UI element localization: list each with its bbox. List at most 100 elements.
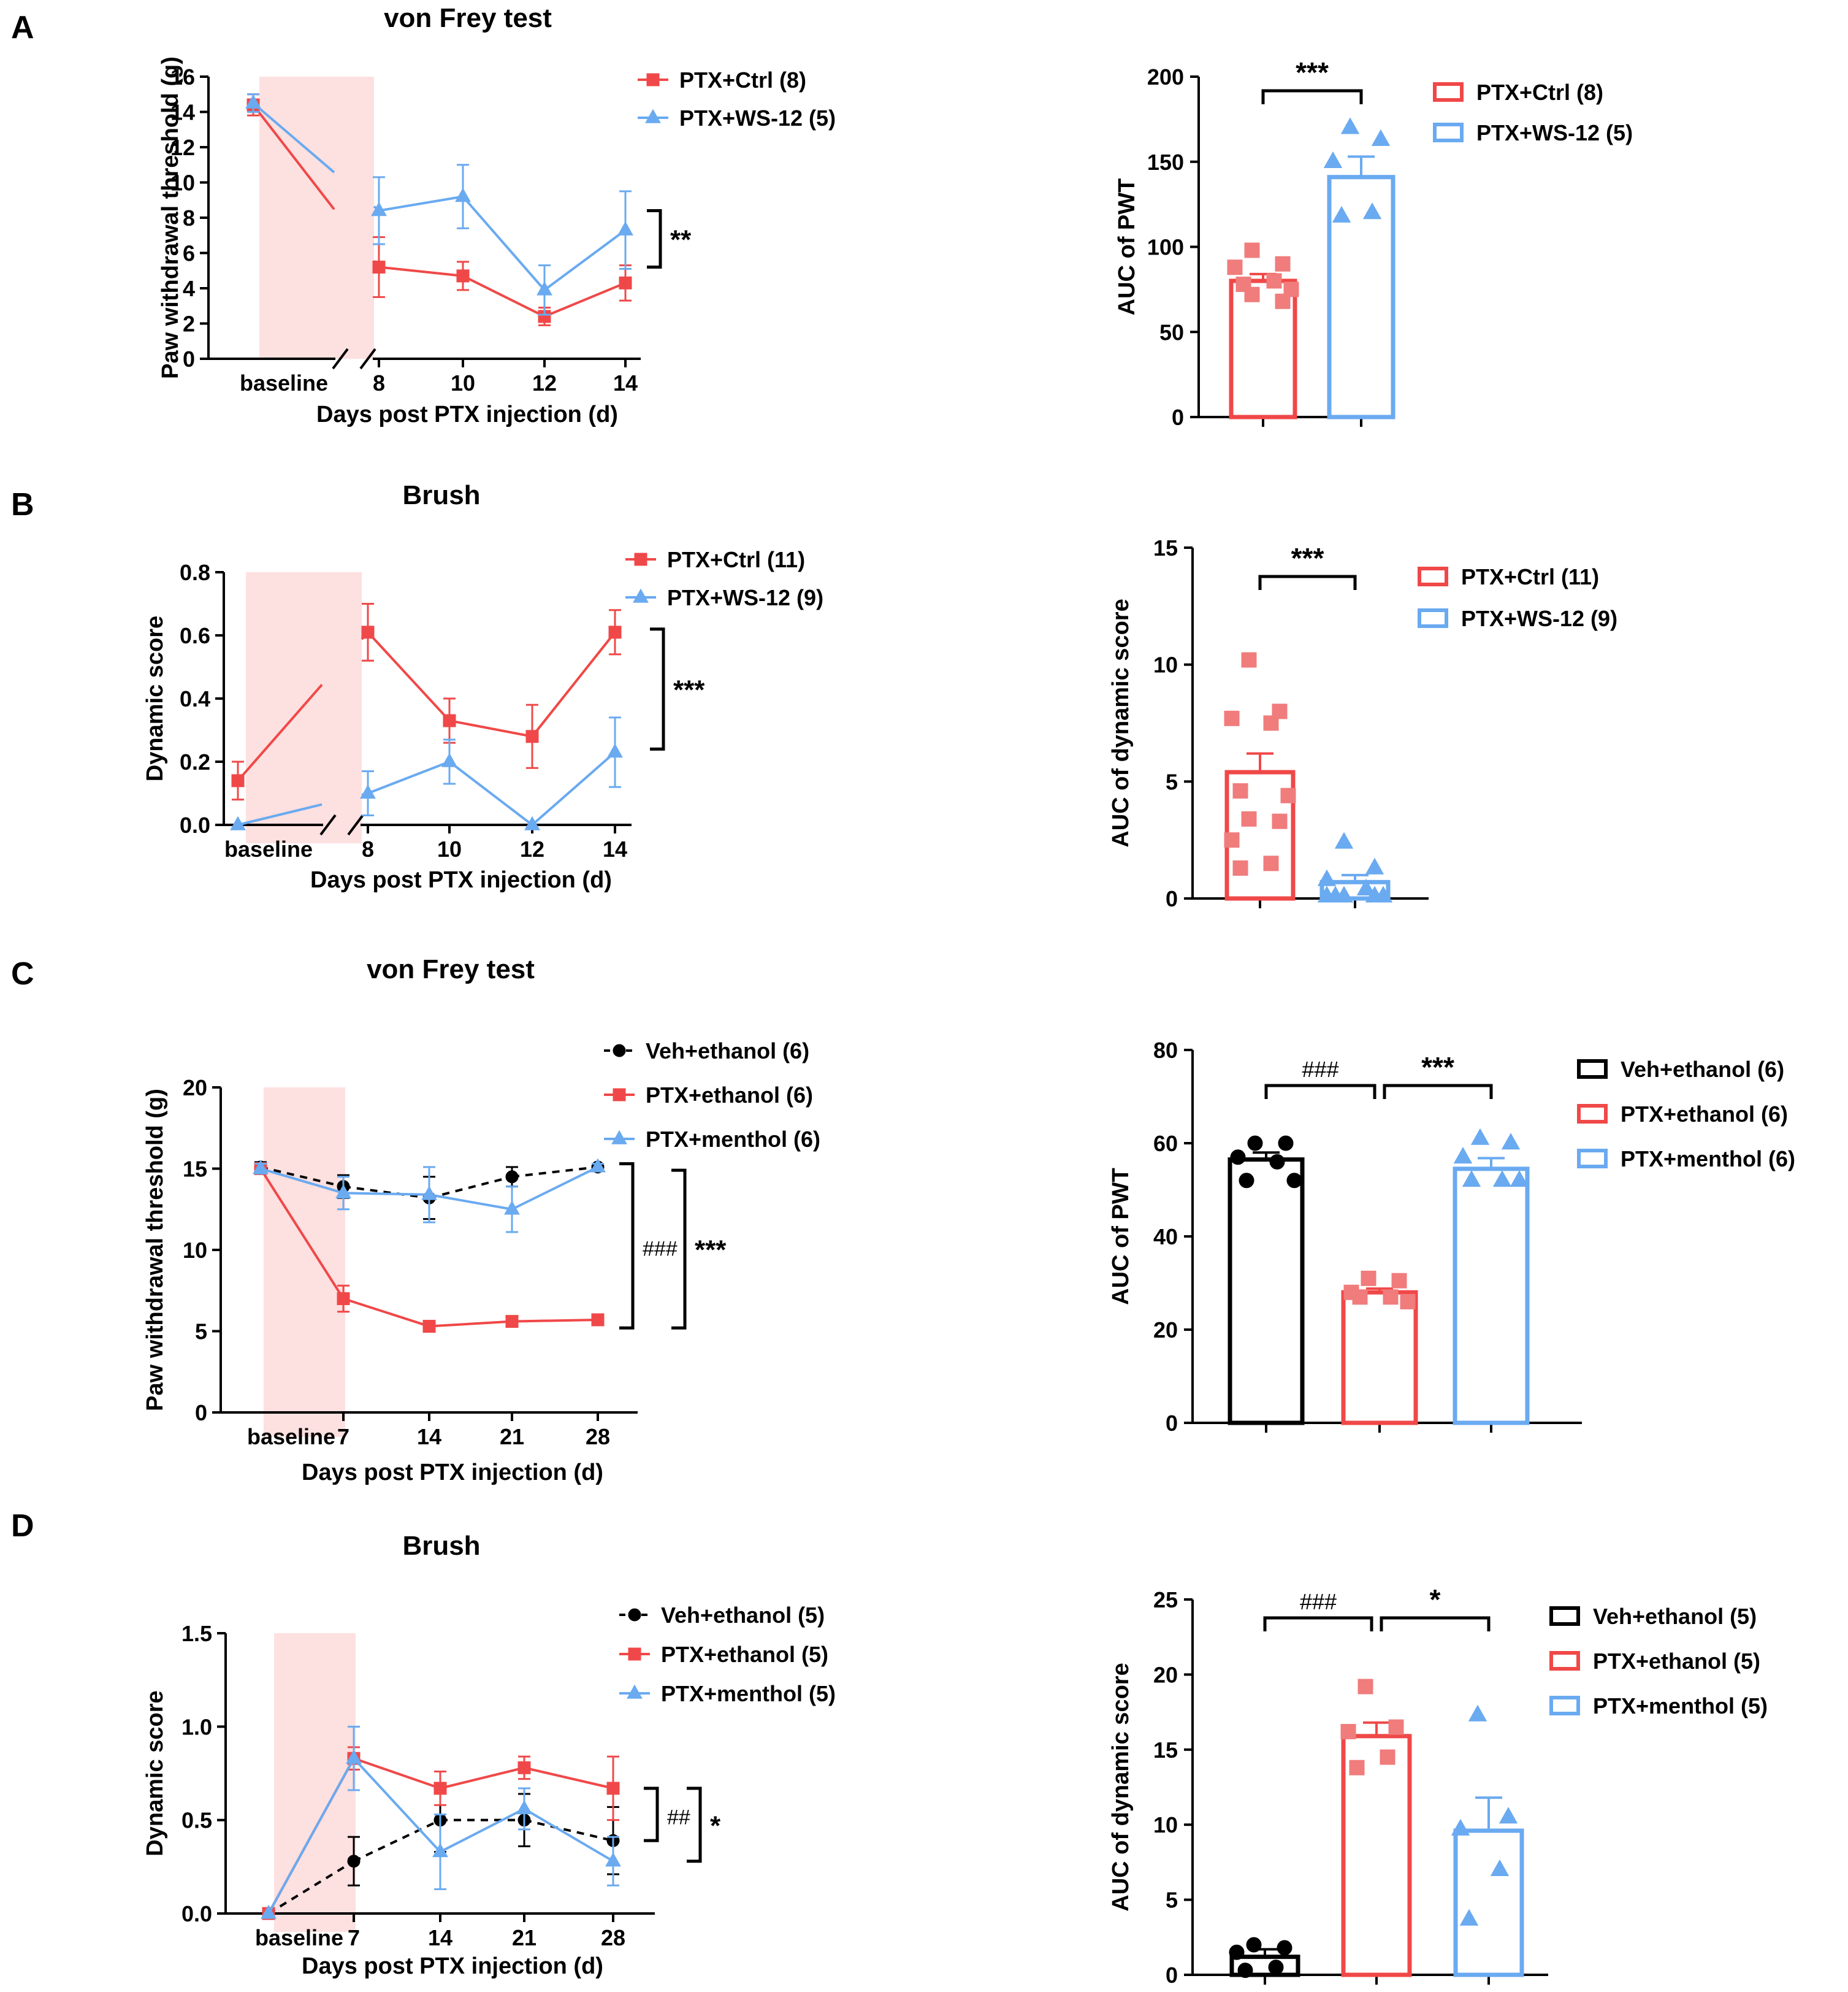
legend-swatch <box>1577 1149 1608 1168</box>
treatment-shade <box>264 1087 345 1437</box>
individual-point <box>1357 1679 1373 1695</box>
individual-point <box>1241 652 1257 668</box>
individual-point <box>1317 886 1337 903</box>
legend-label: PTX+menthol (6) <box>1621 1146 1795 1171</box>
y-axis-label: AUC of dynamic score <box>1108 599 1134 847</box>
y-tick-label: 10 <box>1153 1812 1178 1837</box>
y-tick-label: 20 <box>1153 1662 1178 1687</box>
y-tick-label: 0.0 <box>181 1901 212 1926</box>
data-point <box>441 753 457 767</box>
series-line <box>237 803 323 826</box>
series-line <box>511 1318 598 1323</box>
individual-point <box>1380 1749 1396 1765</box>
data-point <box>617 221 633 236</box>
individual-point <box>1383 1289 1399 1305</box>
legend-marker <box>628 1647 641 1661</box>
series-line <box>429 1193 513 1211</box>
significance-label: ### <box>643 1237 678 1260</box>
bar-chart-1: 0 50 100 150 200 AUC of PWT PTX+Ctrl (8) PTX+WS… <box>1114 56 1633 430</box>
bar <box>1228 1157 1305 1425</box>
chart-title: von Frey test <box>384 3 552 33</box>
legend-label: PTX+menthol (5) <box>1593 1693 1768 1718</box>
y-tick-label: 4 <box>183 276 195 301</box>
individual-point <box>1247 1135 1263 1151</box>
bar <box>1341 1290 1418 1425</box>
series-0: Veh+ethanol (5) <box>262 1603 825 1920</box>
line-chart-B: B Brush 0.0 0.2 0.4 0.6 0.8 baseline 8 10 12 14 Days… <box>11 480 823 893</box>
individual-point <box>1499 1807 1518 1824</box>
y-tick-label: 1.5 <box>181 1621 212 1646</box>
data-point <box>443 714 456 727</box>
individual-point <box>1280 787 1296 803</box>
panel-letter: D <box>11 1508 34 1544</box>
y-tick-label: 0 <box>195 1400 207 1425</box>
y-axis-label: AUC of dynamic score <box>1108 1663 1134 1911</box>
panel-letter: C <box>11 956 34 992</box>
series-line <box>523 1807 614 1863</box>
individual-point <box>1272 703 1288 719</box>
significance-bracket <box>1383 1084 1493 1099</box>
y-tick-label: 12 <box>170 135 195 160</box>
significance-label: *** <box>1296 56 1329 88</box>
individual-point <box>1361 1270 1376 1286</box>
treatment-shade <box>274 1633 356 1932</box>
bar-group-1: PTX+ethanol (6) <box>1341 1101 1788 1433</box>
legend-label: PTX+Ctrl (8) <box>1476 80 1603 105</box>
series-line <box>429 1175 513 1200</box>
data-point <box>505 1170 519 1184</box>
individual-point <box>1232 860 1248 876</box>
series-line <box>260 1167 344 1195</box>
series-line <box>343 1297 430 1328</box>
individual-point <box>1492 1170 1512 1187</box>
individual-point <box>1334 832 1354 849</box>
x-tick-label: 7 <box>337 1424 349 1449</box>
individual-point <box>1275 256 1291 272</box>
x-tick-label: 14 <box>428 1925 452 1950</box>
data-point <box>619 276 632 289</box>
series-line <box>267 1758 355 1914</box>
significance-bracket <box>644 1787 659 1842</box>
y-tick-label: 0.8 <box>180 560 210 585</box>
bar-group-1: PTX+ethanol (5) <box>1340 1649 1760 1985</box>
y-tick-label: 80 <box>1153 1038 1178 1063</box>
series-1: PTX+WS-12 (9) <box>230 585 823 830</box>
legend-label: Veh+ethanol (5) <box>1593 1604 1757 1629</box>
y-tick-label: 10 <box>1153 653 1178 678</box>
y-tick-label: 0 <box>1166 1963 1178 1988</box>
x-tick-label: baseline <box>247 1424 335 1449</box>
x-tick-label: 12 <box>532 370 557 396</box>
bar-group-0: Veh+ethanol (6) <box>1228 1057 1784 1433</box>
x-tick-label: 12 <box>520 837 544 862</box>
legend-marker <box>627 1684 643 1699</box>
legend-swatch <box>1577 1104 1608 1124</box>
individual-point <box>1232 783 1248 799</box>
significance-label: *** <box>1291 542 1324 574</box>
individual-point <box>1278 1135 1294 1151</box>
legend-swatch <box>1549 1696 1580 1715</box>
data-point <box>525 730 539 743</box>
individual-point <box>1400 1293 1416 1309</box>
legend-label: Veh+ethanol (6) <box>646 1038 809 1063</box>
y-axis-label: Dynamic score <box>142 616 168 781</box>
data-point <box>371 202 387 216</box>
individual-point <box>1352 1289 1368 1305</box>
legend-label: PTX+ethanol (6) <box>646 1082 813 1108</box>
series-line <box>440 1807 525 1853</box>
y-tick-label: 2 <box>183 312 195 337</box>
legend-marker <box>613 1088 626 1101</box>
y-tick-label: 15 <box>183 1157 207 1182</box>
individual-point <box>1237 1963 1253 1979</box>
y-tick-label: 150 <box>1147 150 1184 175</box>
series-line <box>252 104 335 210</box>
treatment-shade <box>246 572 362 843</box>
series-line <box>378 266 464 277</box>
individual-point <box>1263 856 1279 872</box>
y-tick-label: 8 <box>183 205 195 231</box>
significance-label: * <box>1430 1584 1441 1615</box>
significance-label: ### <box>1300 1589 1337 1614</box>
series-line <box>544 282 626 318</box>
legend-label: PTX+WS-12 (9) <box>1461 606 1617 631</box>
data-point <box>346 1749 362 1764</box>
data-point <box>504 1200 520 1215</box>
